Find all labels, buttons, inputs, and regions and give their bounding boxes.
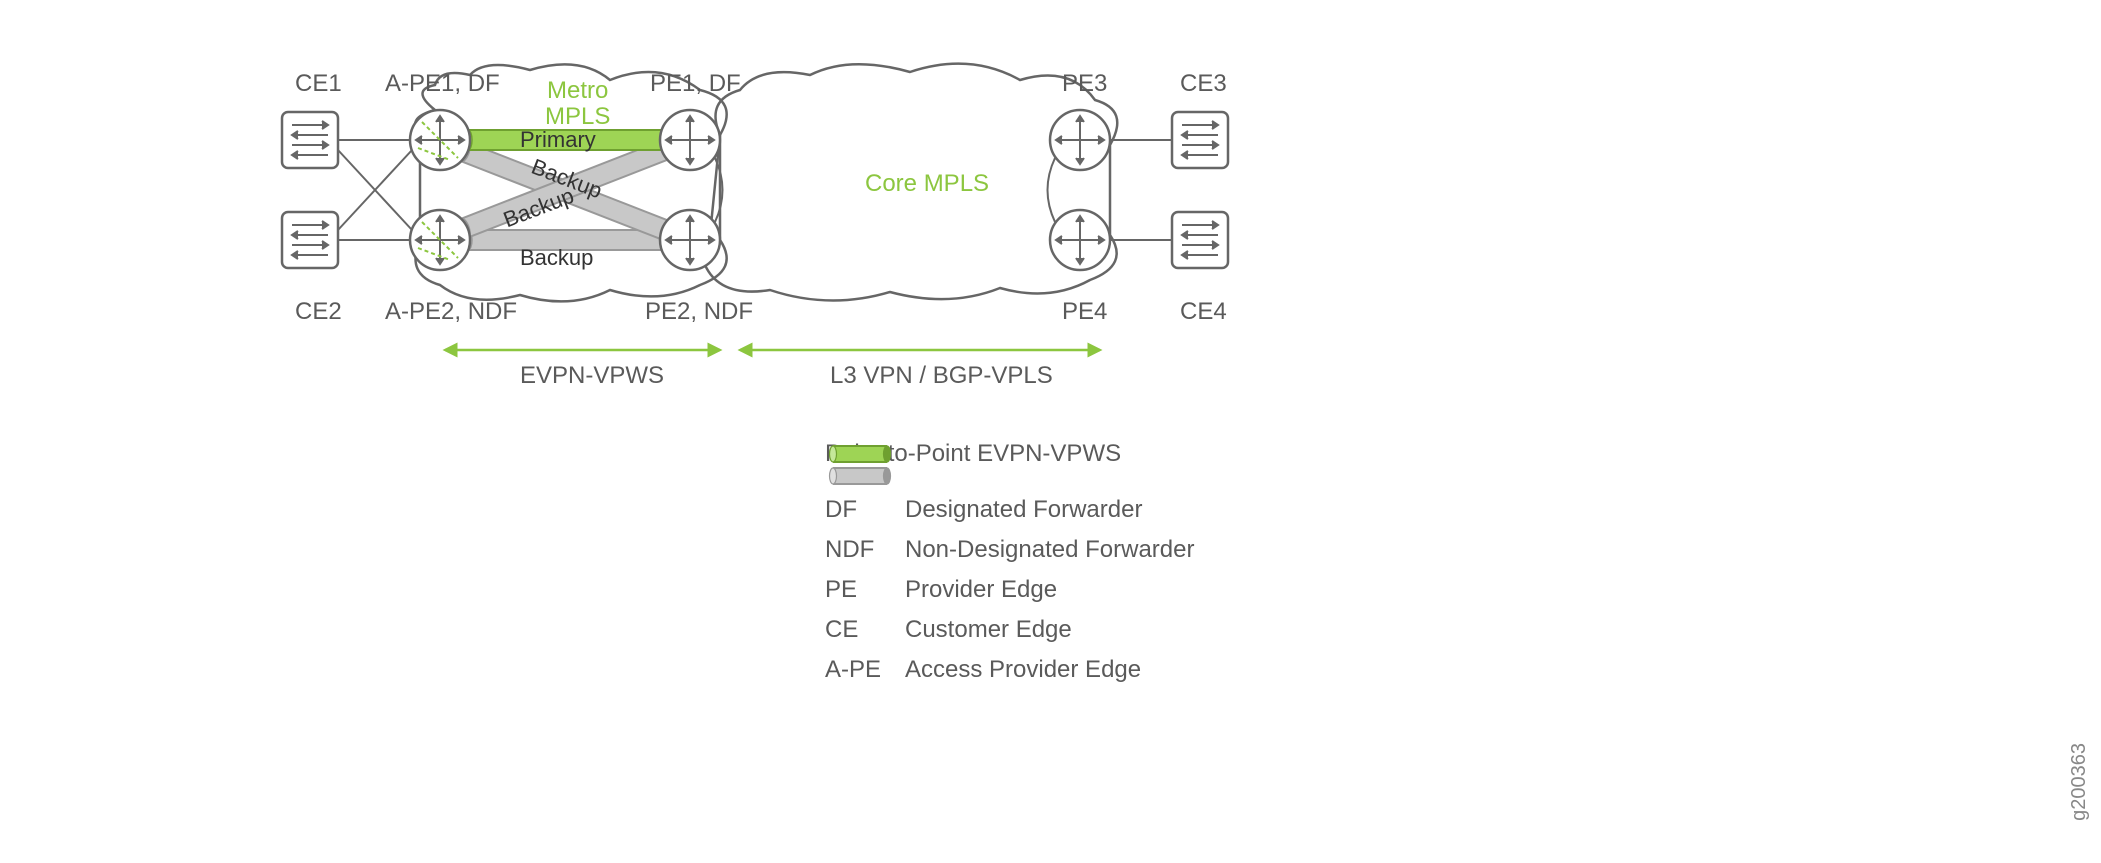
legend-item-4: A-PEAccess Provider Edge xyxy=(825,656,1194,684)
ape1-node xyxy=(410,110,470,170)
primary-label: Primary xyxy=(520,127,596,153)
ce1-label: CE1 xyxy=(295,70,342,98)
legend-item-0: DFDesignated Forwarder xyxy=(825,496,1194,524)
ce4-node xyxy=(1172,212,1228,268)
pe4-label: PE4 xyxy=(1062,298,1107,326)
legend-item-2: PEProvider Edge xyxy=(825,576,1194,604)
ce4-label: CE4 xyxy=(1180,298,1227,326)
legend: Point-to-Point EVPN-VPWS DFDesignated Fo… xyxy=(825,440,1194,696)
pe1-label: PE1, DF xyxy=(650,70,741,98)
legend-tubes: Point-to-Point EVPN-VPWS xyxy=(825,440,1194,468)
pe4-node xyxy=(1050,210,1110,270)
pe2-label: PE2, NDF xyxy=(645,298,753,326)
evpn-range-label: EVPN-VPWS xyxy=(520,362,664,390)
pe3-node xyxy=(1050,110,1110,170)
network-diagram: CE1 CE2 CE3 CE4 A-PE1, DF A-PE2, NDF PE1… xyxy=(40,40,2061,823)
l3vpn-range-label: L3 VPN / BGP-VPLS xyxy=(830,362,1053,390)
core-label: Core MPLS xyxy=(865,170,989,198)
ape2-node xyxy=(410,210,470,270)
ape1-label: A-PE1, DF xyxy=(385,70,500,98)
ce3-node xyxy=(1172,112,1228,168)
figure-id: g200363 xyxy=(2068,743,2091,821)
pe1-node xyxy=(660,110,720,170)
diagram-svg xyxy=(40,40,1440,440)
ape2-label: A-PE2, NDF xyxy=(385,298,517,326)
ce2-node xyxy=(282,212,338,268)
backup3-label: Backup xyxy=(520,245,593,271)
metro-label: MetroMPLS xyxy=(545,78,610,131)
ce1-node xyxy=(282,112,338,168)
legend-item-3: CECustomer Edge xyxy=(825,616,1194,644)
ce3-label: CE3 xyxy=(1180,70,1227,98)
pe2-node xyxy=(660,210,720,270)
legend-item-1: NDFNon-Designated Forwarder xyxy=(825,536,1194,564)
pe3-label: PE3 xyxy=(1062,70,1107,98)
ce2-label: CE2 xyxy=(295,298,342,326)
